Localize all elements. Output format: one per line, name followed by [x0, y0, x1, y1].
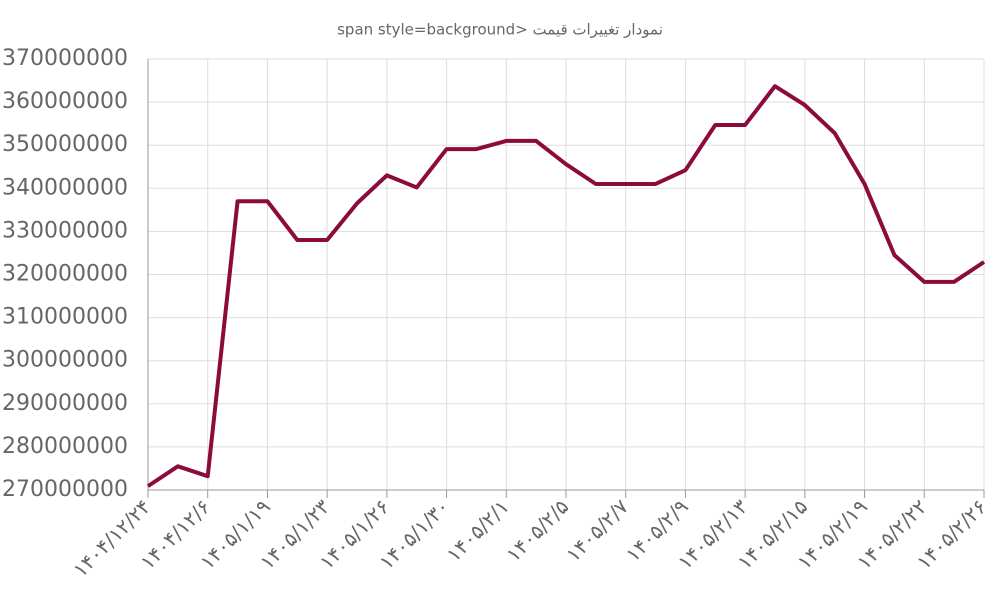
y-tick-label: 310000000	[2, 305, 128, 330]
y-tick-label: 340000000	[2, 175, 128, 200]
x-tick-label: ۱۴۰۵/۲/۷	[561, 494, 633, 566]
chart-title: span style=background> نمودار تغییرات قی…	[337, 21, 663, 39]
y-tick-label: 270000000	[2, 477, 128, 502]
y-tick-label: 320000000	[2, 262, 128, 287]
y-tick-label: 290000000	[2, 391, 128, 416]
y-tick-label: 360000000	[2, 89, 128, 114]
y-tick-label: 280000000	[2, 434, 128, 459]
y-tick-label: 370000000	[2, 46, 128, 71]
line	[146, 84, 986, 488]
y-tick-label: 330000000	[2, 218, 128, 243]
x-tick-label: ۱۴۰۵/۲/۵	[501, 494, 573, 566]
x-tick-label: ۱۴۰۴/۱۲/۲۴	[68, 494, 155, 581]
y-tick-label: 350000000	[2, 132, 128, 157]
x-tick-label: ۱۴۰۵/۲/۱	[442, 494, 514, 566]
y-tick-label: 300000000	[2, 348, 128, 373]
